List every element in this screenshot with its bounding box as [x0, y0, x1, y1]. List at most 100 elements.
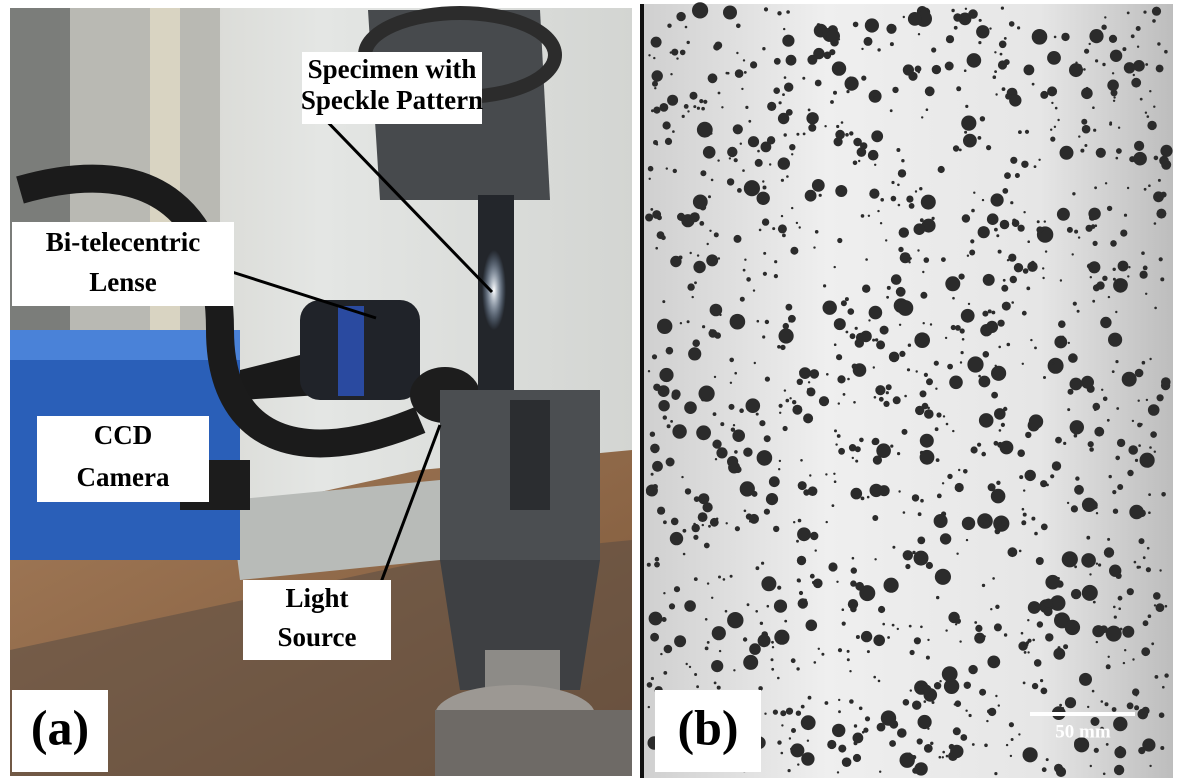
speckle-dot	[964, 69, 967, 72]
speckle-dot	[851, 567, 857, 573]
scale-bar-text: 50 mm	[1055, 721, 1111, 742]
speckle-dot	[956, 86, 961, 91]
speckle-dot	[898, 169, 906, 177]
speckle-dot	[700, 170, 706, 176]
speckle-dot	[1086, 536, 1090, 540]
speckle-dot	[806, 620, 818, 632]
speckle-dot	[956, 553, 958, 555]
speckle-dot	[972, 743, 975, 746]
speckle-dot	[910, 689, 912, 691]
speckle-dot	[1133, 152, 1147, 166]
speckle-dot	[847, 650, 850, 653]
speckle-dot	[935, 569, 951, 585]
speckle-dot	[899, 351, 905, 357]
speckle-dot	[945, 337, 947, 339]
speckle-dot	[703, 146, 716, 159]
speckle-dot	[953, 13, 962, 22]
speckle-dot	[1089, 573, 1091, 575]
speckle-dot	[898, 490, 900, 492]
speckle-dot	[650, 444, 660, 454]
speckle-dot	[670, 256, 681, 267]
speckle-dot	[827, 29, 840, 42]
speckle-dot	[1067, 502, 1069, 504]
speckle-dot	[915, 66, 922, 73]
speckle-dot	[954, 26, 958, 30]
speckle-dot	[1028, 601, 1041, 614]
speckle-dot	[1055, 614, 1058, 617]
speckle-dot	[890, 445, 893, 448]
speckle-dot	[991, 366, 1006, 381]
speckle-dot	[982, 199, 984, 201]
speckle-dot	[1145, 293, 1147, 295]
speckle-dot	[1147, 547, 1150, 550]
speckle-dot	[999, 41, 1007, 49]
speckle-dot	[779, 460, 781, 462]
speckle-dot	[763, 186, 767, 190]
speckle-dot	[1050, 474, 1054, 478]
speckle-dot	[861, 214, 865, 218]
speckle-dot	[801, 705, 805, 709]
speckle-dot	[810, 574, 815, 579]
speckle-dot	[757, 192, 770, 205]
speckle-dot	[1159, 712, 1165, 718]
speckle-dot	[1096, 148, 1106, 158]
speckle-dot	[781, 724, 783, 726]
speckle-dot	[1137, 566, 1140, 569]
callout-text: Camera	[77, 462, 170, 492]
speckle-dot	[823, 284, 826, 287]
speckle-dot	[1082, 498, 1096, 512]
speckle-dot	[650, 208, 653, 211]
speckle-dot	[681, 476, 683, 478]
speckle-dot	[1041, 688, 1048, 695]
speckle-dot	[1009, 722, 1014, 727]
speckle-dot	[1070, 420, 1084, 434]
speckle-dot	[998, 346, 1001, 349]
speckle-dot	[710, 518, 719, 527]
speckle-dot	[703, 502, 713, 512]
speckle-dot	[819, 396, 829, 406]
speckle-dot	[891, 25, 897, 31]
speckle-dot	[1108, 656, 1110, 658]
speckle-dot	[1113, 268, 1116, 271]
speckle-dot	[926, 656, 930, 660]
speckle-dot	[984, 744, 988, 748]
speckle-dot	[747, 603, 750, 606]
speckle-dot	[930, 742, 933, 745]
speckle-dot	[1023, 747, 1038, 762]
speckle-dot	[986, 145, 991, 150]
panel-label: (a)	[12, 690, 108, 772]
speckle-dot	[687, 320, 690, 323]
speckle-dot	[1036, 226, 1043, 233]
speckle-dot	[962, 517, 975, 530]
speckle-dot	[1138, 444, 1141, 447]
callout-text: Lense	[89, 267, 157, 297]
speckle-dot	[767, 102, 776, 111]
callout-text: Source	[278, 622, 357, 652]
speckle-dot	[922, 271, 924, 273]
speckle-dot	[947, 474, 952, 479]
speckle-dot	[1042, 277, 1044, 279]
speckle-dot	[789, 320, 792, 323]
speckle-dot	[774, 58, 781, 65]
speckle-dot	[696, 685, 699, 688]
speckle-dot	[868, 319, 870, 321]
speckle-dot	[702, 325, 705, 328]
speckle-dot	[924, 257, 930, 263]
speckle-dot	[652, 461, 663, 472]
speckle-dot	[891, 196, 897, 202]
speckle-dot	[655, 557, 660, 562]
speckle-dot	[893, 396, 901, 404]
speckle-dot	[918, 33, 920, 35]
speckle-dot	[1123, 662, 1125, 664]
speckle-dot	[947, 364, 953, 370]
speckle-dot	[1045, 633, 1053, 641]
speckle-dot	[673, 169, 677, 173]
speckle-dot	[1090, 765, 1092, 767]
speckle-dot	[1051, 102, 1053, 104]
speckle-dot	[902, 259, 904, 261]
speckle-dot	[798, 481, 807, 490]
speckle-dot	[870, 155, 873, 158]
speckle-dot	[1160, 277, 1164, 281]
speckle-dot	[924, 744, 933, 753]
speckle-dot	[784, 620, 787, 623]
